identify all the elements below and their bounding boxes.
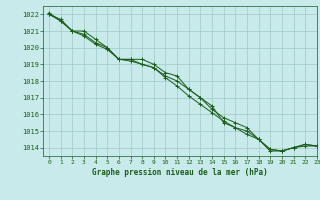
X-axis label: Graphe pression niveau de la mer (hPa): Graphe pression niveau de la mer (hPa) — [92, 168, 268, 177]
